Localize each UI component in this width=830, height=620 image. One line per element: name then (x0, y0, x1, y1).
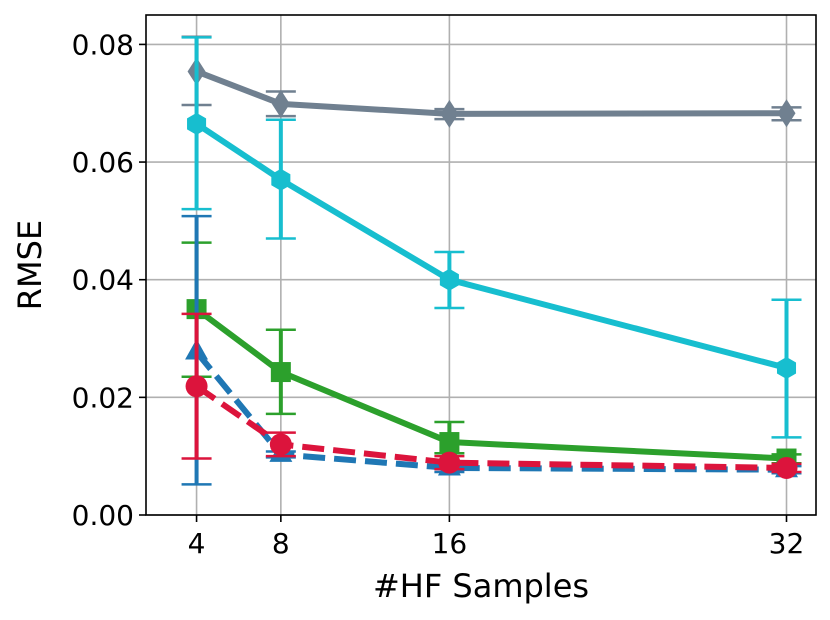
y-tick-label-4: 0.08 (72, 28, 134, 61)
x-tick-label-1: 8 (272, 527, 290, 560)
series-1-line (194, 121, 788, 371)
series-0-point-1 (271, 89, 290, 118)
series-4 (181, 312, 802, 479)
x-axis-label: #HF Samples (373, 567, 589, 605)
series-1 (181, 36, 802, 439)
series-0-point-2 (440, 99, 459, 128)
y-axis-label: RMSE (11, 220, 49, 310)
plot-frame (145, 14, 817, 516)
series-2-point-2 (439, 432, 460, 453)
series-2-point-1 (270, 362, 291, 383)
series-0-point-3 (777, 99, 796, 128)
series-3-line (194, 350, 787, 473)
series-4-line (194, 383, 787, 471)
series-1-point-1 (271, 168, 291, 191)
series-layer (181, 35, 802, 486)
series-1-point-2 (439, 268, 459, 291)
series-4-point-0 (185, 375, 208, 398)
x-tick-label-3: 32 (769, 527, 805, 560)
series-2-line (194, 306, 787, 462)
y-tick-label-1: 0.02 (72, 381, 134, 414)
series-1-point-0 (187, 112, 207, 135)
series-0 (181, 35, 802, 128)
series-1-point-3 (776, 356, 797, 379)
y-tick-label-3: 0.06 (72, 146, 134, 179)
series-4-point-3 (775, 456, 798, 479)
x-tick-label-2: 16 (432, 527, 468, 560)
y-tick-label-2: 0.04 (72, 264, 134, 297)
x-tick-label-0: 4 (188, 527, 206, 560)
series-0-line (195, 68, 787, 117)
axis-ticks: 4 8 16 32 0.00 0.02 0.04 0.06 0.08 (72, 28, 805, 560)
series-2 (181, 241, 802, 469)
y-tick-label-0: 0.00 (72, 499, 134, 532)
series-4-point-1 (269, 433, 292, 456)
series-4-point-2 (438, 451, 461, 474)
